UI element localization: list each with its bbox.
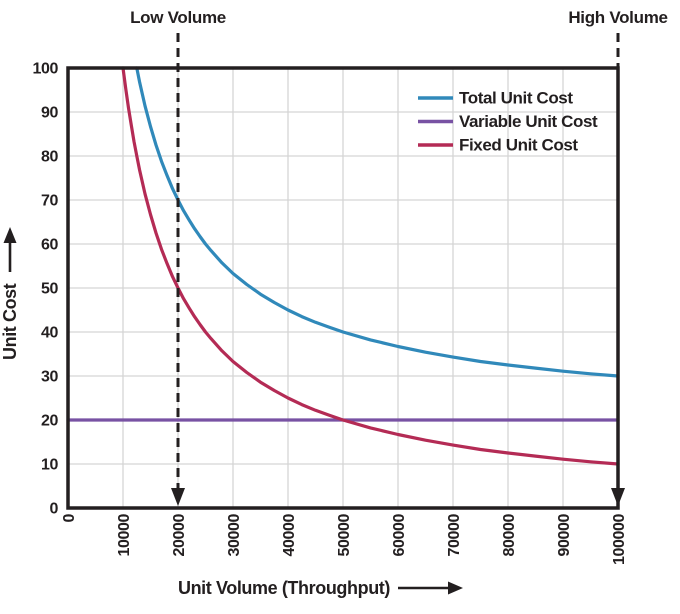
y-axis-title: Unit Cost bbox=[0, 283, 20, 360]
y-tick-label: 90 bbox=[41, 105, 58, 122]
x-axis-arrow bbox=[398, 581, 463, 595]
y-tick-label: 40 bbox=[41, 325, 58, 342]
y-tick-label: 30 bbox=[41, 369, 58, 386]
series-curves bbox=[66, 66, 620, 466]
x-tick-label: 40000 bbox=[281, 514, 298, 557]
annotation-label: High Volume bbox=[568, 8, 667, 27]
x-tick-label: 60000 bbox=[391, 514, 408, 557]
y-axis-arrow bbox=[3, 227, 17, 272]
y-tick-label: 60 bbox=[41, 237, 58, 254]
series-line-total-unit-cost bbox=[135, 66, 620, 378]
y-tick-label: 70 bbox=[41, 193, 58, 210]
series-line-fixed-unit-cost bbox=[121, 66, 620, 466]
legend-label: Fixed Unit Cost bbox=[459, 136, 578, 155]
volume-annotations: Low Volume High Volume bbox=[130, 8, 668, 506]
annotation-down-arrow bbox=[611, 488, 625, 506]
legend: Total Unit Cost Variable Unit Cost Fixed U… bbox=[418, 89, 598, 155]
x-tick-label: 10000 bbox=[116, 514, 133, 557]
gridlines bbox=[68, 68, 618, 508]
y-tick-label: 10 bbox=[41, 457, 58, 474]
y-tick-label: 80 bbox=[41, 149, 58, 166]
y-tick-label: 50 bbox=[41, 281, 58, 298]
x-tick-labels: 0 10000 20000 30000 40000 50000 60000 70000 8000… bbox=[61, 514, 628, 566]
legend-label: Variable Unit Cost bbox=[459, 112, 598, 131]
y-tick-label: 20 bbox=[41, 413, 58, 430]
y-tick-label: 100 bbox=[33, 61, 59, 78]
y-tick-label: 0 bbox=[50, 501, 59, 518]
x-tick-label: 100000 bbox=[611, 514, 628, 565]
x-tick-label: 90000 bbox=[556, 514, 573, 557]
x-tick-label: 0 bbox=[61, 514, 78, 523]
x-tick-label: 30000 bbox=[226, 514, 243, 557]
annotation-down-arrow bbox=[171, 488, 185, 506]
x-axis-title: Unit Volume (Throughput) bbox=[178, 578, 390, 598]
x-tick-label: 50000 bbox=[336, 514, 353, 557]
legend-label: Total Unit Cost bbox=[459, 89, 573, 108]
x-tick-label: 80000 bbox=[501, 514, 518, 557]
annotation-label: Low Volume bbox=[130, 8, 226, 27]
x-tick-label: 70000 bbox=[446, 514, 463, 557]
x-tick-label: 20000 bbox=[171, 514, 188, 557]
y-tick-labels: 0 10 20 30 40 50 60 70 80 90 100 bbox=[33, 61, 59, 518]
